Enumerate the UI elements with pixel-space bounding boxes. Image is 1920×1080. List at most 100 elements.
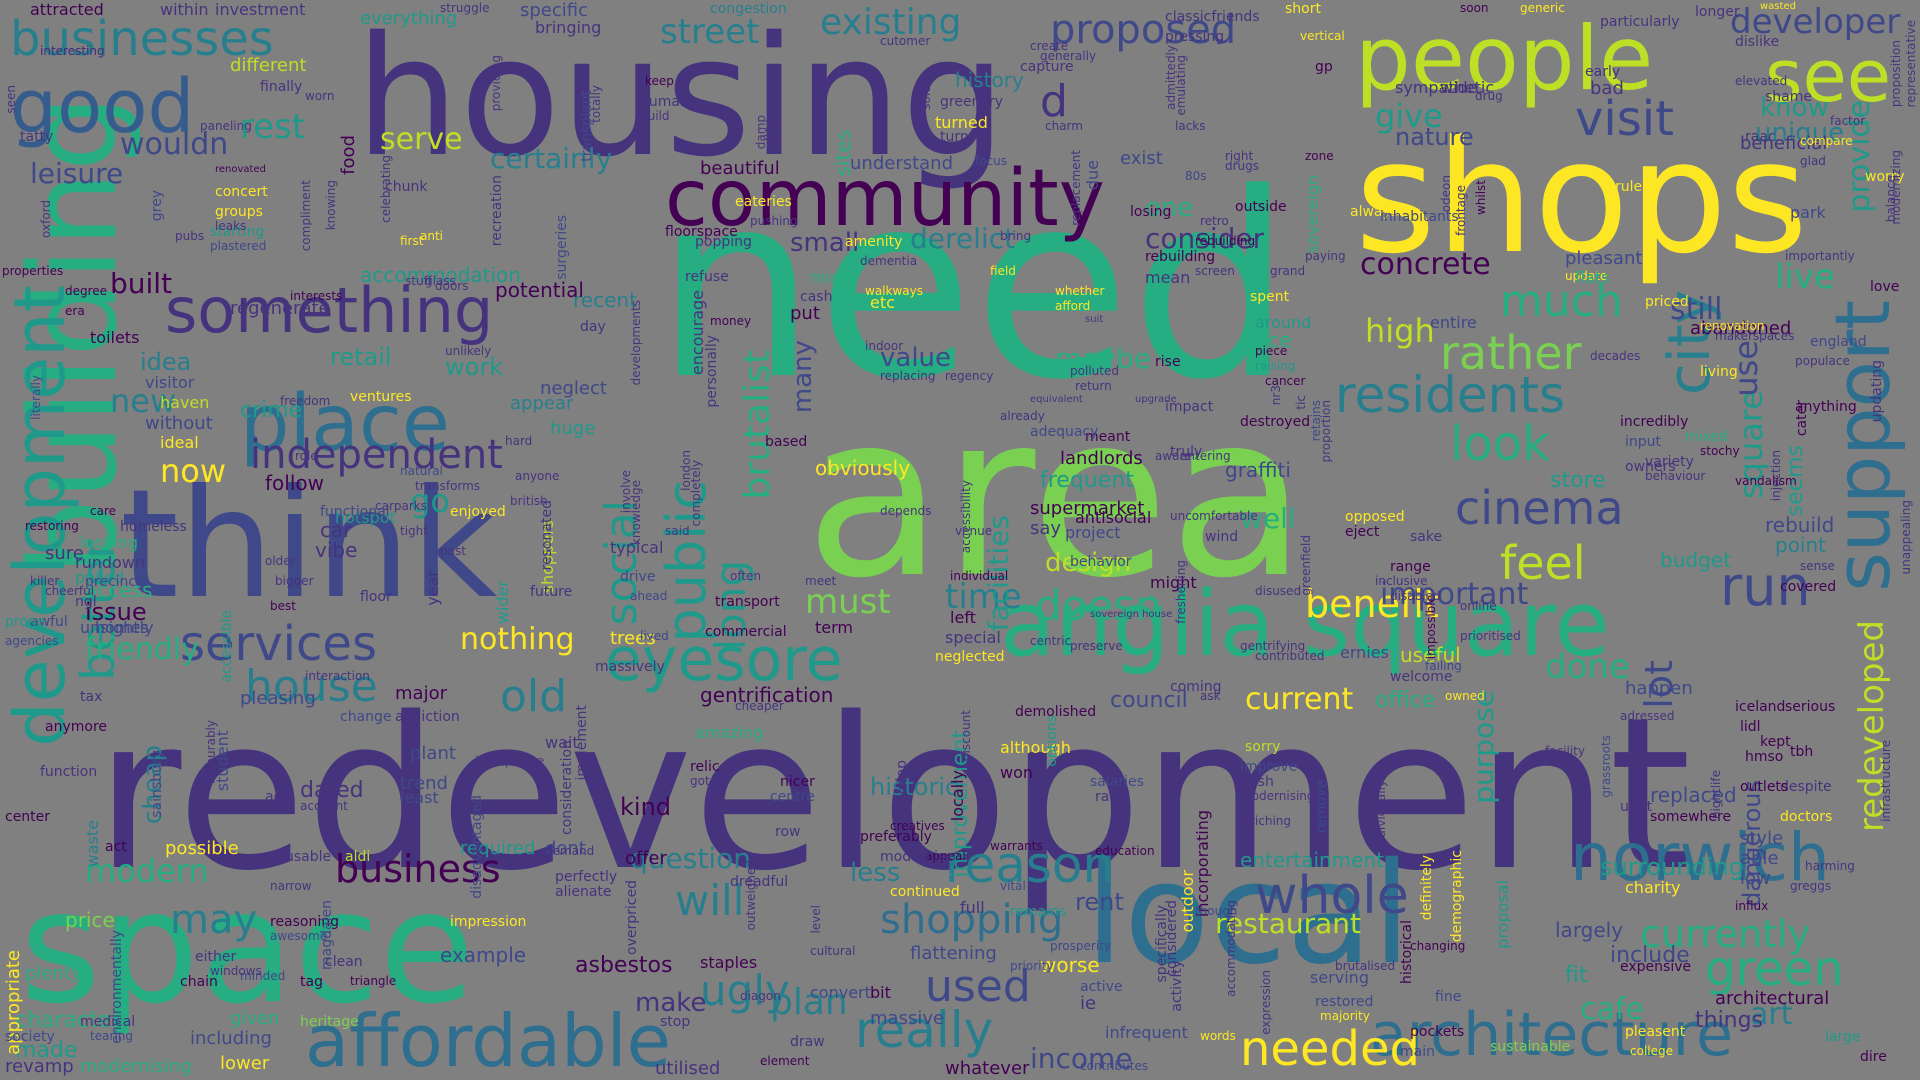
word-sake-259: sake <box>1410 529 1443 545</box>
word-ugly-45: ugly <box>700 966 790 1015</box>
word-vital-340: vital <box>1000 879 1026 893</box>
word-literally-376: literally <box>29 375 43 420</box>
word-plant-214: plant <box>410 743 456 764</box>
word-place-17: place <box>240 379 450 469</box>
word-brutalised-511: brutalised <box>1335 959 1396 973</box>
word-able-309: able <box>1740 848 1779 869</box>
word-mean-184: mean <box>1145 268 1191 287</box>
word-plenty-163: plenty <box>25 963 82 984</box>
word-see-20: see <box>1765 34 1892 118</box>
word-warrants-339: warrants <box>990 839 1043 853</box>
word-example-162: example <box>440 943 527 967</box>
word-toilets-192: toilets <box>90 328 140 347</box>
word-push-247: push <box>1240 774 1274 790</box>
word-trend-215: trend <box>400 773 448 794</box>
word-precinct-204: precinct <box>85 574 142 590</box>
word-specific-170: specific <box>520 0 589 21</box>
word-human-400: human <box>640 94 689 110</box>
word-particularly-409: particularly <box>1600 14 1680 30</box>
word-term-262: term <box>815 618 853 637</box>
word-sovereign-house-498: sovereign house <box>1090 609 1173 620</box>
word-impression-223: impression <box>450 914 527 930</box>
word-priority-337: priority <box>1010 959 1054 973</box>
word-rebuilding-296: rebuilding <box>1145 249 1216 265</box>
word-soon-413: soon <box>1460 1 1489 15</box>
word-range-255: range <box>1390 559 1431 575</box>
word-improve-246: improve <box>1240 759 1298 775</box>
word-potential-178: potential <box>495 278 584 302</box>
word-architectural-318: architectural <box>1715 988 1830 1009</box>
word-typical-595: typical <box>610 538 664 557</box>
word-usable-220: usable <box>285 849 332 865</box>
word-contributes-335: contributes <box>1080 1059 1149 1073</box>
word-existing-29: existing <box>820 2 962 43</box>
word-whatever-231: whatever <box>945 1058 1030 1079</box>
word-need-2: need <box>655 139 1293 436</box>
word-retro-563: retro <box>1200 214 1229 228</box>
word-focus-424: focus <box>975 154 1008 168</box>
word-nightlife-453: nightlife <box>1709 770 1723 820</box>
word-regency-493: regency <box>945 369 994 383</box>
word-appear-194: appear <box>510 393 574 414</box>
word-right-422: right <box>1225 149 1254 163</box>
word-popping-393: popping <box>695 234 752 250</box>
word-vibe-211: vibe <box>315 538 358 562</box>
word-different-173: different <box>230 55 307 76</box>
word-doesn-52: doesn <box>1035 581 1162 630</box>
word-always-293: always <box>1350 204 1399 220</box>
word-generic-411: generic <box>1520 1 1565 15</box>
word-history-174: history <box>955 68 1024 92</box>
word-required-218: required <box>460 838 536 859</box>
word-nicer-269: nicer <box>780 774 815 790</box>
word-people-10: people <box>1355 7 1654 110</box>
word-maybe-87: maybe <box>1055 342 1152 375</box>
word-anything-287: anything <box>1795 399 1857 415</box>
word-covered-300: covered <box>1780 579 1837 595</box>
word-benefit-51: benefit <box>1305 582 1439 626</box>
word-inhabitants-428: inhabitants <box>1380 209 1459 225</box>
word-obviously-138: obviously <box>815 456 911 480</box>
word-doctors-306: doctors <box>1780 809 1833 825</box>
word-local-7: local <box>1085 833 1412 996</box>
word-without-189: without <box>145 413 213 434</box>
word-anti-464: anti <box>420 229 443 243</box>
word-ie-238: ie <box>1080 993 1097 1014</box>
word-enjoyed-210: enjoyed <box>450 504 506 520</box>
word-role-473: role <box>295 449 318 463</box>
word-living-286: living <box>1700 364 1738 380</box>
word-turned-175: turned <box>935 113 988 132</box>
word-really-27: really <box>855 1001 994 1059</box>
word-done-93: done <box>1545 647 1630 687</box>
word-wider-208: wider <box>493 580 512 625</box>
word-element-345: element <box>760 1054 810 1068</box>
word-cutomer-523: cutomer <box>880 34 931 48</box>
word-live-97: live <box>1775 257 1835 297</box>
word-within-167: within <box>160 0 209 19</box>
word-nice-181: nice <box>1250 328 1292 352</box>
word-return-495: return <box>1075 379 1112 393</box>
word-behavior-568: behavior <box>1070 554 1132 570</box>
word-knowing-463: knowing <box>324 180 338 231</box>
word-coming-250: coming <box>1170 679 1222 695</box>
word-currently-49: currently <box>1640 912 1811 956</box>
word-celebrating-465: celebrating <box>379 155 393 223</box>
word-proposition-543: proposition <box>1889 40 1903 108</box>
word-leisure-76: leisure <box>30 157 124 190</box>
word-serving-239: serving <box>1310 968 1369 987</box>
word-well-103: well <box>1240 502 1296 535</box>
word-variety-281: variety <box>1645 454 1694 470</box>
word-finally-381: finally <box>260 79 303 95</box>
word-demographic-321: demographic <box>1449 850 1465 943</box>
word-reasoning-222: reasoning <box>270 914 340 930</box>
word-affordable-13: affordable <box>305 999 671 1080</box>
word-older-371: older <box>265 554 296 568</box>
word-nr3-437: nr3 <box>1269 385 1283 406</box>
word-least-216: least <box>400 788 439 807</box>
word-housing-3: housing <box>355 1 1007 193</box>
word-cheaper-606: cheaper <box>735 699 784 713</box>
word-cancer-436: cancer <box>1265 374 1306 388</box>
word-transport-261: transport <box>715 594 780 610</box>
word-behaviour-550: behaviour <box>1645 469 1706 483</box>
word-friendly-61: friendly <box>85 632 199 667</box>
word-visitor-193: visitor <box>145 373 195 392</box>
